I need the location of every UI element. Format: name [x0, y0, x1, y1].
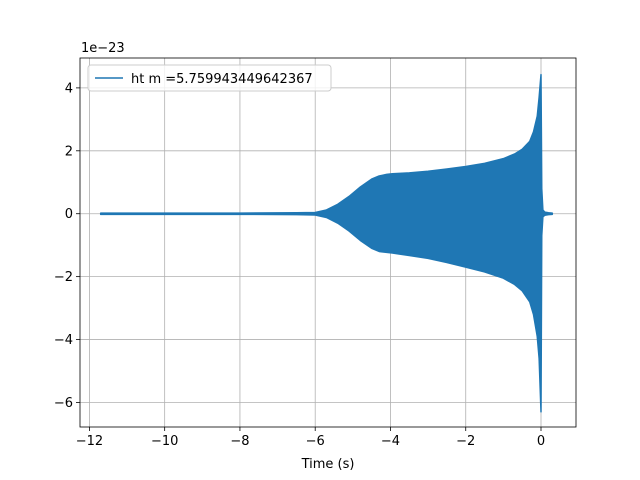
- y-tick-label: −2: [54, 270, 73, 285]
- x-tick-label: −6: [306, 434, 325, 449]
- x-tick-label: −2: [456, 434, 475, 449]
- legend-box: [87, 64, 332, 92]
- axes-frame: [79, 57, 577, 428]
- y-tick-label: 4: [65, 81, 73, 96]
- y-scale-label: 1e−23: [81, 41, 125, 56]
- y-axis-ticks: −6 −4 −2 0 2 4: [54, 81, 80, 411]
- x-tick-label: −4: [381, 434, 400, 449]
- legend: ht m =5.759943449642367: [87, 64, 332, 92]
- x-tick-label: −12: [76, 434, 103, 449]
- x-tick-label: −8: [230, 434, 249, 449]
- y-tick-label: −6: [54, 396, 73, 411]
- x-tick-label: 0: [537, 434, 545, 449]
- legend-label: ht m =5.759943449642367: [131, 72, 313, 87]
- y-tick-label: 0: [65, 207, 73, 222]
- x-axis-label: Time (s): [301, 457, 355, 472]
- axes: [79, 57, 577, 428]
- y-tick-label: −4: [54, 333, 73, 348]
- x-axis-ticks: −12 −10 −8 −6 −4 −2 0: [76, 427, 545, 449]
- x-tick-label: −10: [151, 434, 178, 449]
- series-layer: [99, 73, 554, 413]
- y-tick-label: 2: [65, 144, 73, 159]
